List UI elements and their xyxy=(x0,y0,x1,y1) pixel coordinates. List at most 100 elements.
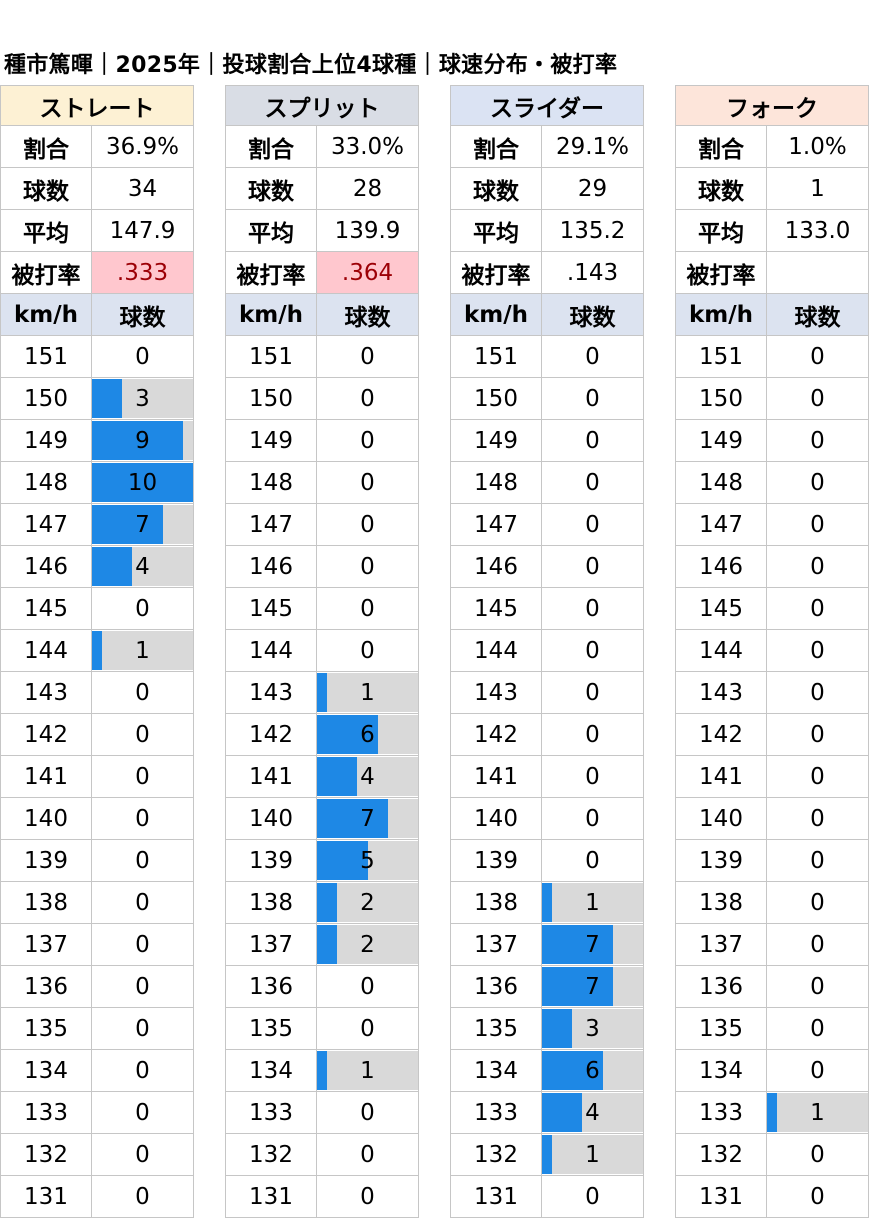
speed-label: 133 xyxy=(450,1092,542,1134)
count-cell: 0 xyxy=(92,672,194,714)
count-cell: 1 xyxy=(767,1092,869,1134)
count-cell: 0 xyxy=(542,378,644,420)
count-value: 5 xyxy=(360,847,375,874)
speed-row: 136 7 xyxy=(450,966,644,1008)
count-cell: 0 xyxy=(317,420,419,462)
count-cell: 0 xyxy=(317,1176,419,1218)
speed-row: 151 0 xyxy=(0,336,194,378)
speed-row: 140 7 xyxy=(225,798,419,840)
speed-row: 134 0 xyxy=(675,1050,869,1092)
speed-row: 146 0 xyxy=(675,546,869,588)
count-value: 7 xyxy=(360,805,375,832)
count-value: 0 xyxy=(585,721,600,748)
count-value: 0 xyxy=(360,1099,375,1126)
count-row: 球数 29 xyxy=(450,168,644,210)
speed-row: 137 2 xyxy=(225,924,419,966)
count-cell: 0 xyxy=(317,336,419,378)
speed-label: 144 xyxy=(0,630,92,672)
count-cell: 0 xyxy=(767,630,869,672)
count-value: 0 xyxy=(585,679,600,706)
speed-row: 143 0 xyxy=(450,672,644,714)
speed-row: 136 0 xyxy=(225,966,419,1008)
bar-track xyxy=(767,1093,868,1132)
babip-value: .143 xyxy=(542,252,644,294)
count-cell: 0 xyxy=(317,1134,419,1176)
bar-track xyxy=(542,1135,643,1174)
speed-row: 151 0 xyxy=(225,336,419,378)
avg-value: 133.0 xyxy=(767,210,869,252)
count-label: 球数 xyxy=(0,168,92,210)
count-column-header: 球数 xyxy=(542,294,644,336)
count-cell: 7 xyxy=(92,504,194,546)
count-cell: 7 xyxy=(542,966,644,1008)
count-cell: 0 xyxy=(767,714,869,756)
speed-label: 147 xyxy=(225,504,317,546)
speed-bar xyxy=(542,1051,603,1090)
pitch-name: スプリット xyxy=(225,85,419,126)
speed-row: 148 0 xyxy=(225,462,419,504)
count-cell: 0 xyxy=(317,504,419,546)
speed-label: 148 xyxy=(0,462,92,504)
speed-label: 150 xyxy=(450,378,542,420)
speed-label: 141 xyxy=(225,756,317,798)
ratio-label: 割合 xyxy=(225,126,317,168)
count-value: 2 xyxy=(360,889,375,916)
speed-label: 131 xyxy=(225,1176,317,1218)
count-value: 0 xyxy=(810,469,825,496)
speed-label: 140 xyxy=(0,798,92,840)
speed-label: 147 xyxy=(450,504,542,546)
speed-label: 141 xyxy=(675,756,767,798)
avg-label: 平均 xyxy=(225,210,317,252)
count-value: 0 xyxy=(810,931,825,958)
count-cell: 0 xyxy=(767,588,869,630)
pitch-panel-2: スプリット 割合 33.0% 球数 28 平均 139.9 被打率 .364 km/h 球数 151 0… xyxy=(225,85,419,1218)
count-value: 0 xyxy=(585,847,600,874)
speed-row: 141 0 xyxy=(0,756,194,798)
speed-label: 137 xyxy=(225,924,317,966)
count-cell: 0 xyxy=(92,1008,194,1050)
speed-label: 151 xyxy=(0,336,92,378)
count-cell: 0 xyxy=(92,336,194,378)
count-value: 0 xyxy=(135,931,150,958)
count-value: 0 xyxy=(585,511,600,538)
speed-row: 146 0 xyxy=(450,546,644,588)
count-cell: 0 xyxy=(542,1176,644,1218)
speed-label: 150 xyxy=(675,378,767,420)
count-value: 1 xyxy=(585,889,600,916)
speed-bar xyxy=(317,715,378,754)
speed-label: 132 xyxy=(225,1134,317,1176)
speed-label: 142 xyxy=(225,714,317,756)
count-value: 1 xyxy=(360,679,375,706)
speed-label: 135 xyxy=(225,1008,317,1050)
count-value: 0 xyxy=(135,595,150,622)
speed-label: 143 xyxy=(225,672,317,714)
speed-label: 136 xyxy=(675,966,767,1008)
speed-label: 138 xyxy=(225,882,317,924)
speed-label: 151 xyxy=(675,336,767,378)
speed-label: 144 xyxy=(450,630,542,672)
count-value: 0 xyxy=(585,343,600,370)
speed-row: 133 0 xyxy=(225,1092,419,1134)
count-value: 0 xyxy=(810,553,825,580)
speed-label: 143 xyxy=(675,672,767,714)
speed-row: 141 0 xyxy=(450,756,644,798)
count-value: 0 xyxy=(360,637,375,664)
speed-row: 137 7 xyxy=(450,924,644,966)
speed-label: 132 xyxy=(450,1134,542,1176)
speed-bar xyxy=(542,967,613,1006)
count-cell: 0 xyxy=(767,966,869,1008)
speed-label: 134 xyxy=(0,1050,92,1092)
count-value: 0 xyxy=(810,1141,825,1168)
count-cell: 0 xyxy=(92,1050,194,1092)
pitch-header-row: スプリット xyxy=(225,85,419,126)
count-row: 球数 28 xyxy=(225,168,419,210)
count-cell: 6 xyxy=(542,1050,644,1092)
speed-column-header: km/h xyxy=(0,294,92,336)
speed-label: 148 xyxy=(450,462,542,504)
speed-label: 145 xyxy=(450,588,542,630)
speed-label: 138 xyxy=(675,882,767,924)
count-cell: 4 xyxy=(317,756,419,798)
speed-row: 148 10 xyxy=(0,462,194,504)
speed-row: 147 0 xyxy=(450,504,644,546)
speed-label: 144 xyxy=(225,630,317,672)
